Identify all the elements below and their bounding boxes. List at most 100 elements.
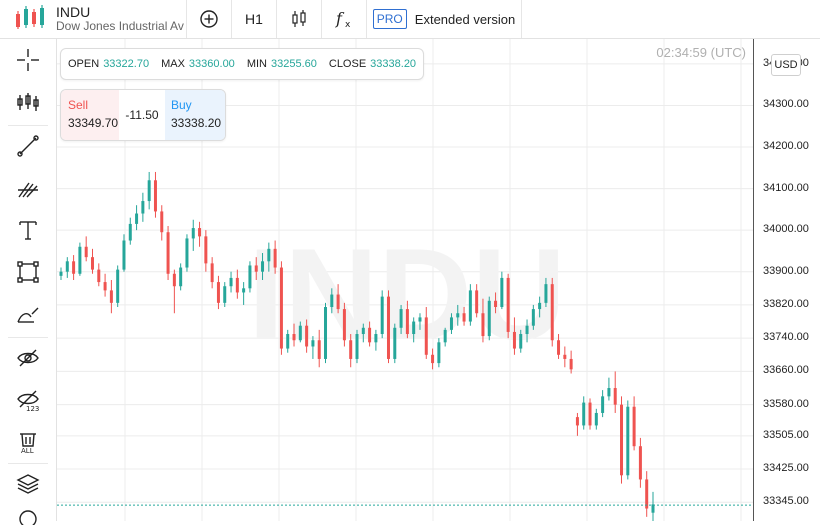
hide-indicators-tool[interactable]: 123 <box>0 379 56 421</box>
candle-body <box>191 228 195 239</box>
svg-text:ALL: ALL <box>21 447 34 454</box>
candle-body <box>588 402 592 426</box>
symbol-ticker[interactable]: INDU <box>56 4 91 20</box>
candle-body <box>462 313 466 322</box>
candle-body <box>613 388 617 405</box>
symbol-name[interactable]: Dow Jones Industrial Average <box>56 19 184 33</box>
price-tick-label: 33820.00 <box>763 297 809 310</box>
sell-label: Sell <box>68 98 89 112</box>
rectangle-tool[interactable] <box>0 251 56 293</box>
price-chart[interactable]: INDU <box>57 39 753 521</box>
candle-body <box>506 277 510 332</box>
logo-icon <box>16 5 44 29</box>
close-label: CLOSE <box>328 58 367 70</box>
candle-body <box>97 269 101 283</box>
svg-text:x: x <box>345 20 351 29</box>
candle-body <box>525 325 529 335</box>
sell-button[interactable]: Sell 33349.70 <box>61 90 119 140</box>
candle-body <box>216 282 220 303</box>
price-axis[interactable]: 34400.0034300.0034200.0034100.0034000.00… <box>753 39 820 521</box>
candle-body <box>512 331 516 349</box>
price-tick-label: 33580.00 <box>763 397 809 410</box>
price-tick-label: 34000.00 <box>763 223 809 236</box>
candle-body <box>122 240 126 270</box>
candle-body <box>544 284 548 303</box>
buy-label: Buy <box>171 98 192 112</box>
buy-price: 33338.20 <box>171 116 222 130</box>
brush-tool[interactable] <box>0 293 56 335</box>
top-toolbar: INDU Dow Jones Industrial Average H1 fx … <box>0 0 820 39</box>
candle-body <box>424 317 428 355</box>
add-comparison-button[interactable] <box>186 0 231 38</box>
text-tool[interactable] <box>0 209 56 251</box>
candle-body <box>59 271 63 276</box>
open-label: OPEN <box>68 58 100 70</box>
svg-text:f: f <box>335 9 345 28</box>
candle-body <box>342 309 346 341</box>
svg-text:123: 123 <box>26 405 39 412</box>
trend-line-icon <box>17 135 39 157</box>
layers-tool[interactable] <box>0 463 56 505</box>
timeframe-button[interactable]: H1 <box>231 0 276 38</box>
candle-body <box>198 228 202 237</box>
more-tool[interactable] <box>0 505 56 525</box>
ohlc-panel: OPEN 33322.70 MAX 33360.00 MIN 33255.60 … <box>60 48 425 80</box>
candle-body <box>443 329 447 343</box>
candle-body <box>116 269 120 303</box>
candle-body <box>267 248 271 262</box>
trend-line-tool[interactable] <box>0 125 56 167</box>
candle-body <box>632 406 636 447</box>
crosshair-icon <box>17 49 39 71</box>
hide-drawings-tool[interactable] <box>0 337 56 379</box>
candle-body <box>481 313 485 337</box>
chart-type-button[interactable] <box>276 0 321 38</box>
buy-button[interactable]: Buy 33338.20 <box>165 90 225 140</box>
candle-body <box>563 354 567 359</box>
delete-all-tool[interactable]: ALL <box>0 421 56 463</box>
candle-body <box>456 313 460 318</box>
close-value: 33338.20 <box>370 58 417 70</box>
candle-body <box>141 201 145 214</box>
price-tick-label: 33425.00 <box>763 462 809 475</box>
candle-body <box>330 294 334 308</box>
candle-body <box>179 267 183 287</box>
spread-value: -11.50 <box>125 108 159 122</box>
candle-body <box>468 290 472 322</box>
candle-body <box>242 288 246 293</box>
candle-body <box>248 265 252 289</box>
candle-body <box>311 340 315 347</box>
candle-body <box>638 446 642 480</box>
currency-button[interactable]: USD <box>771 54 801 76</box>
crosshair-tool[interactable] <box>0 39 56 81</box>
candle-body <box>109 290 113 303</box>
candle-body <box>172 273 176 287</box>
watermark-text: INDU <box>248 221 566 367</box>
candle-body <box>582 402 586 426</box>
candle-body <box>651 504 655 513</box>
indicators-tool[interactable] <box>0 81 56 123</box>
pro-badge: PRO <box>372 9 407 29</box>
candle-body <box>317 340 321 359</box>
delete-all-icon: ALL <box>20 433 36 454</box>
fib-tool[interactable] <box>0 167 56 209</box>
max-label: MAX <box>161 58 185 70</box>
candle-body <box>72 261 76 274</box>
layers-icon <box>16 474 40 494</box>
candle-body <box>261 261 265 272</box>
candle-body <box>160 211 164 233</box>
candle-body <box>128 223 132 241</box>
candle-body <box>324 307 328 359</box>
price-tick-label: 33660.00 <box>763 364 809 377</box>
candle-body <box>153 180 157 212</box>
candle-body <box>519 334 523 349</box>
trade-panel: Sell 33349.70 -11.50 Buy 33338.20 <box>60 89 226 141</box>
candle-body <box>286 334 290 349</box>
candle-body <box>229 277 233 287</box>
candle-body <box>90 257 94 270</box>
price-tick-label: 34200.00 <box>763 140 809 153</box>
candle-body <box>223 286 227 303</box>
extended-version-button[interactable]: PRO Extended version <box>366 0 522 38</box>
candle-body <box>437 342 441 364</box>
candle-body <box>569 358 573 370</box>
